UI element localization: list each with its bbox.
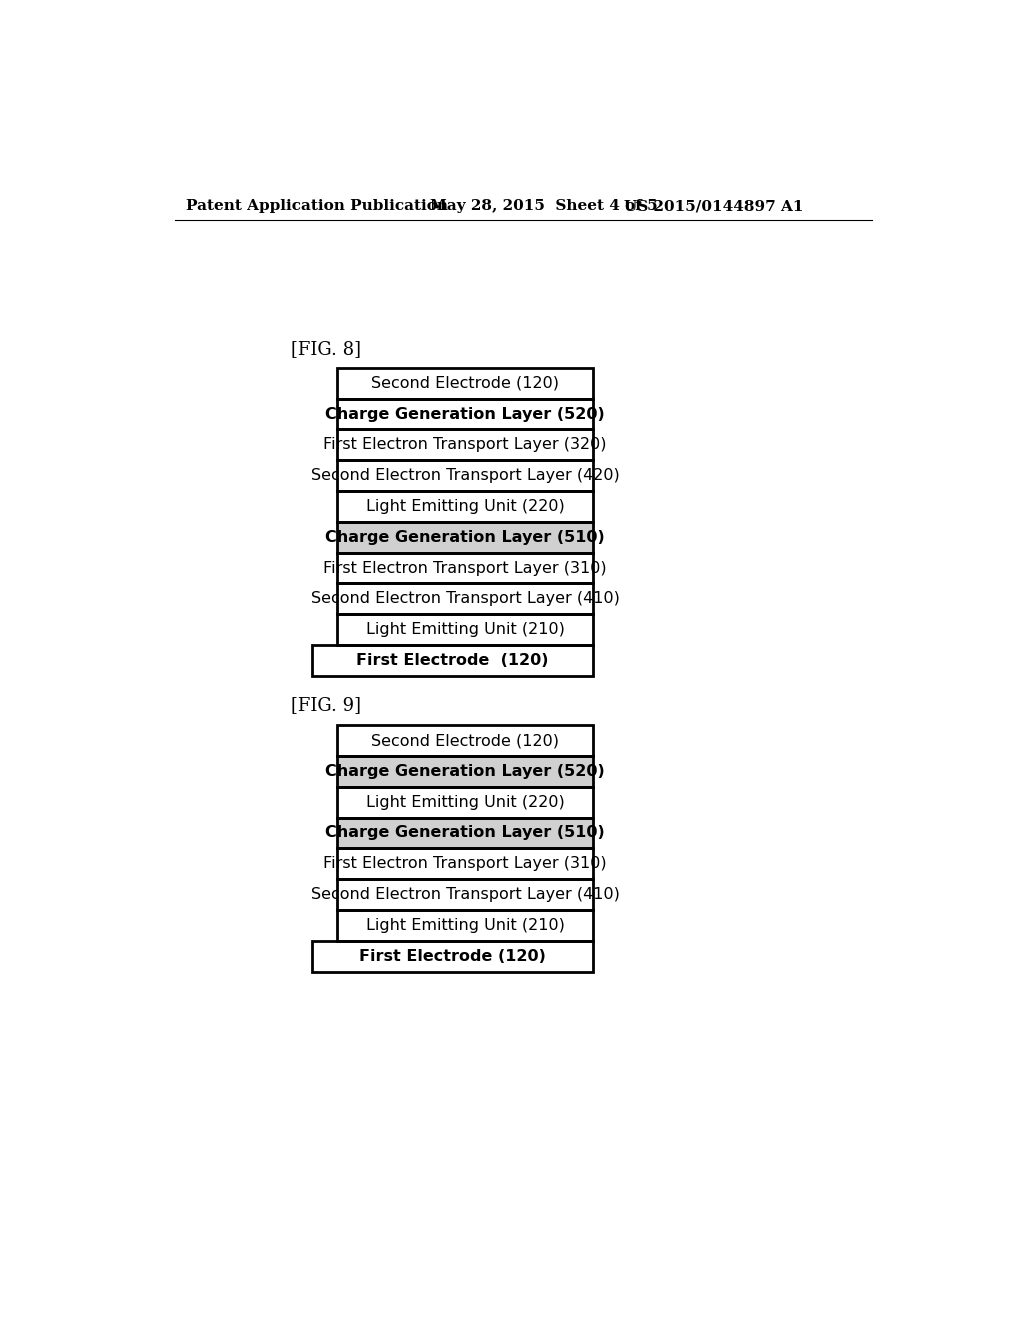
Bar xyxy=(311,645,593,676)
Bar xyxy=(337,817,593,849)
Text: Charge Generation Layer (520): Charge Generation Layer (520) xyxy=(326,407,605,421)
Text: Light Emitting Unit (220): Light Emitting Unit (220) xyxy=(366,499,564,513)
Text: Second Electrode (120): Second Electrode (120) xyxy=(371,733,559,748)
Text: Second Electron Transport Layer (420): Second Electron Transport Layer (420) xyxy=(310,469,620,483)
Bar xyxy=(337,461,593,491)
Bar xyxy=(337,399,593,429)
Bar xyxy=(337,399,593,429)
Bar xyxy=(337,879,593,909)
Text: Light Emitting Unit (210): Light Emitting Unit (210) xyxy=(366,622,564,638)
Text: [FIG. 8]: [FIG. 8] xyxy=(291,341,360,358)
Text: Patent Application Publication: Patent Application Publication xyxy=(186,199,449,213)
Text: First Electron Transport Layer (320): First Electron Transport Layer (320) xyxy=(324,437,607,453)
Bar xyxy=(337,787,593,817)
Text: US 2015/0144897 A1: US 2015/0144897 A1 xyxy=(624,199,804,213)
Bar xyxy=(337,461,593,491)
Text: Light Emitting Unit (210): Light Emitting Unit (210) xyxy=(366,917,564,933)
Bar xyxy=(337,521,593,553)
Bar xyxy=(311,645,593,676)
Text: First Electrode  (120): First Electrode (120) xyxy=(356,653,549,668)
Text: First Electron Transport Layer (310): First Electron Transport Layer (310) xyxy=(324,857,607,871)
Bar xyxy=(337,368,593,399)
Bar xyxy=(337,787,593,817)
Bar xyxy=(337,368,593,399)
Text: Second Electron Transport Layer (410): Second Electron Transport Layer (410) xyxy=(310,591,620,606)
Bar xyxy=(337,909,593,941)
Bar xyxy=(311,941,593,972)
Text: [FIG. 9]: [FIG. 9] xyxy=(291,696,360,714)
Text: Charge Generation Layer (520): Charge Generation Layer (520) xyxy=(326,764,605,779)
Bar xyxy=(337,725,593,756)
Text: Second Electron Transport Layer (410): Second Electron Transport Layer (410) xyxy=(310,887,620,902)
Bar xyxy=(337,849,593,879)
Bar xyxy=(337,756,593,787)
Bar xyxy=(337,614,593,645)
Text: Charge Generation Layer (510): Charge Generation Layer (510) xyxy=(326,529,605,545)
Bar xyxy=(337,817,593,849)
Text: Second Electrode (120): Second Electrode (120) xyxy=(371,376,559,391)
Bar xyxy=(337,521,593,553)
Bar xyxy=(311,941,593,972)
Text: First Electrode (120): First Electrode (120) xyxy=(358,949,546,964)
Bar xyxy=(337,429,593,461)
Bar xyxy=(337,583,593,614)
Bar xyxy=(337,429,593,461)
Text: May 28, 2015  Sheet 4 of 5: May 28, 2015 Sheet 4 of 5 xyxy=(430,199,657,213)
Text: Light Emitting Unit (220): Light Emitting Unit (220) xyxy=(366,795,564,809)
Bar xyxy=(337,909,593,941)
Bar xyxy=(337,849,593,879)
Text: Charge Generation Layer (510): Charge Generation Layer (510) xyxy=(326,825,605,841)
Bar xyxy=(337,725,593,756)
Bar xyxy=(337,583,593,614)
Bar xyxy=(337,553,593,583)
Bar xyxy=(337,491,593,521)
Text: First Electron Transport Layer (310): First Electron Transport Layer (310) xyxy=(324,561,607,576)
Bar xyxy=(337,553,593,583)
Bar xyxy=(337,491,593,521)
Bar xyxy=(337,879,593,909)
Bar xyxy=(337,614,593,645)
Bar xyxy=(337,756,593,787)
